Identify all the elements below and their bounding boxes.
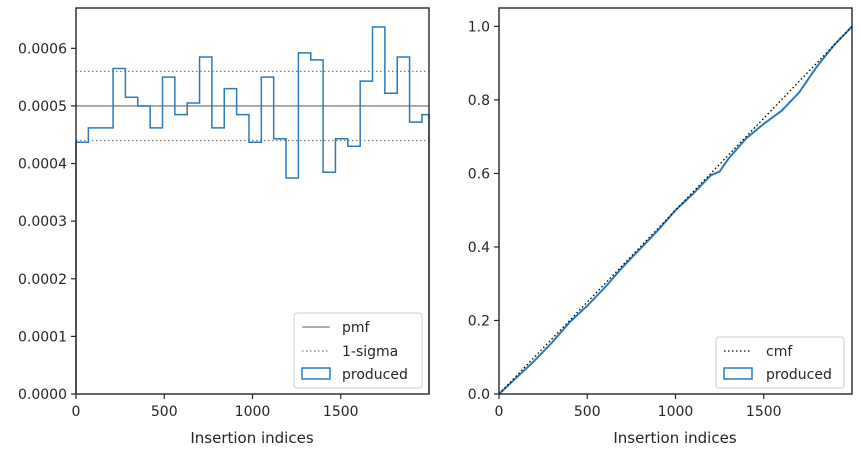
pmf-panel: 0 500 1000 1500 0.00000.00010.00020.00030.0… bbox=[18, 7, 430, 447]
cmf-x-tick-label: 1000 bbox=[658, 404, 694, 420]
pmf-y-tick-label: 0.0006 bbox=[18, 41, 67, 57]
cmf-legend: cmf produced bbox=[715, 336, 845, 389]
pmf-y-tick-label: 0.0002 bbox=[18, 272, 67, 288]
pmf-y-ticks: 0.0000 0.0001 0.0002 0.0003 0.0004 0.0005 0.00… bbox=[18, 41, 76, 403]
pmf-x-tick-label: 500 bbox=[151, 404, 178, 420]
cmf-y-tick-label: 0.2 bbox=[468, 313, 490, 329]
cmf-y-tick-label: 0.4 bbox=[468, 240, 490, 256]
produced-step-series bbox=[75, 26, 430, 394]
cmf-x-ticks: 0 500 1000 1500 bbox=[495, 394, 782, 420]
pmf-x-tick-label: 1500 bbox=[323, 404, 359, 420]
cmf-plot-area bbox=[498, 25, 853, 395]
cmf-y-tick-label: 0.8 bbox=[468, 93, 490, 109]
legend-pmf-label: pmf bbox=[342, 320, 371, 336]
pmf-x-ticks: 0 500 1000 1500 bbox=[72, 394, 359, 420]
pmf-x-axis-label: Insertion indices bbox=[190, 429, 313, 447]
pmf-y-tick-label: 0.0005 bbox=[18, 99, 67, 115]
pmf-y-tick-label: 0.0001 bbox=[18, 329, 67, 345]
legend-produced-label: produced bbox=[342, 367, 408, 383]
cmf-panel: 0 500 1000 1500 0.0 0.2 0.4 0.6 0.8 1.0 Insertio… bbox=[468, 7, 853, 447]
cmf-y-tick-label: 1.0 bbox=[468, 19, 490, 35]
cmf-x-tick-label: 500 bbox=[574, 404, 601, 420]
cmf-x-tick-label: 0 bbox=[495, 404, 504, 420]
cmf-y-ticks: 0.0 0.2 0.4 0.6 0.8 1.0 bbox=[468, 19, 499, 403]
pmf-x-tick-label: 0 bbox=[72, 404, 81, 420]
cmf-line bbox=[498, 25, 853, 395]
pmf-y-tick-label: 0.0003 bbox=[18, 214, 67, 230]
legend-cmf-produced-swatch bbox=[723, 367, 753, 380]
pmf-plot-area bbox=[75, 26, 430, 394]
legend-cmf-label: cmf bbox=[766, 344, 793, 360]
legend-sigma-label: 1-sigma bbox=[342, 344, 398, 360]
pmf-legend-box bbox=[293, 312, 423, 389]
cmf-axes-frame bbox=[498, 7, 853, 395]
legend-produced-swatch bbox=[301, 367, 331, 380]
legend-cmf-produced-label: produced bbox=[766, 367, 832, 383]
pmf-y-tick-label: 0.0000 bbox=[18, 387, 67, 403]
cmf-x-tick-label: 1500 bbox=[746, 404, 782, 420]
pmf-y-tick-label: 0.0004 bbox=[18, 157, 67, 173]
produced-cumulative-series bbox=[498, 25, 853, 395]
cmf-y-tick-label: 0.0 bbox=[468, 387, 490, 403]
cmf-y-tick-label: 0.6 bbox=[468, 166, 490, 182]
pmf-x-tick-label: 1000 bbox=[235, 404, 271, 420]
cmf-legend-box bbox=[715, 336, 845, 389]
cmf-x-axis-label: Insertion indices bbox=[613, 429, 736, 447]
pmf-legend: pmf 1-sigma produced bbox=[293, 312, 423, 389]
